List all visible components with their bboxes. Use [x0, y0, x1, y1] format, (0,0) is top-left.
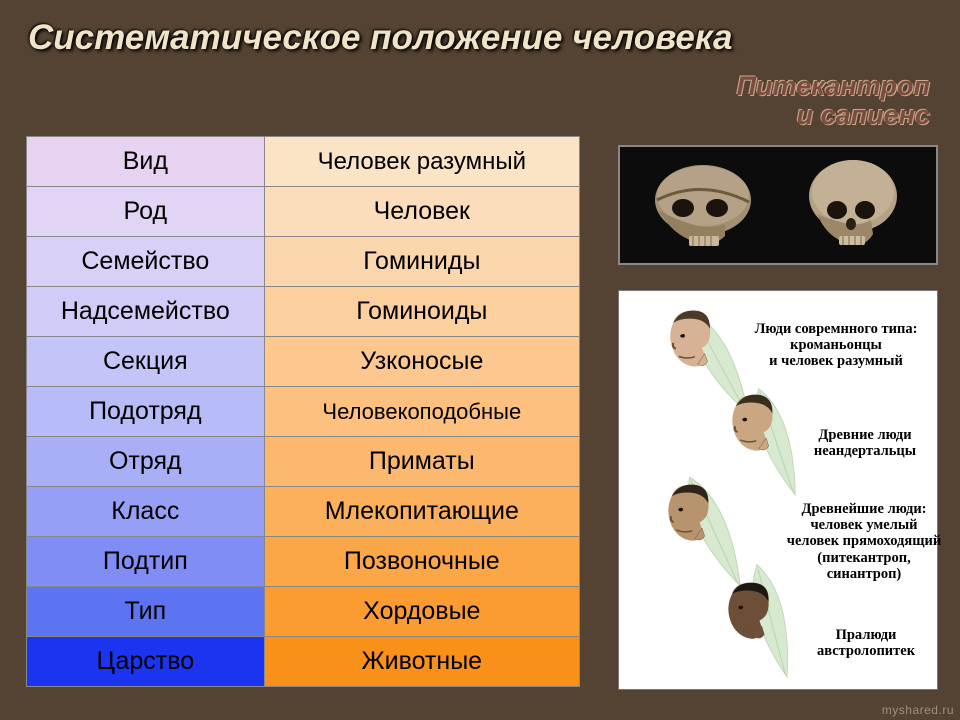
- value-cell: Гоминоиды: [264, 287, 579, 337]
- rank-cell: Отряд: [27, 437, 265, 487]
- table-row: ОтрядПриматы: [27, 437, 580, 487]
- table-row: СемействоГоминиды: [27, 237, 580, 287]
- skull-pithecanthropus: [643, 158, 763, 253]
- table-row: РодЧеловек: [27, 187, 580, 237]
- value-cell: Человек разумный: [264, 137, 579, 187]
- table-row: ВидЧеловек разумный: [27, 137, 580, 187]
- slide-title: Систематическое положение человека: [28, 18, 732, 57]
- evolution-label: Древнейшие люди:человек умелыйчеловек пр…: [785, 501, 943, 582]
- rank-cell: Класс: [27, 487, 265, 537]
- table-row: СекцияУзконосые: [27, 337, 580, 387]
- rank-cell: Подотряд: [27, 387, 265, 437]
- rank-cell: Царство: [27, 637, 265, 687]
- table-row: КлассМлекопитающие: [27, 487, 580, 537]
- value-cell: Узконосые: [264, 337, 579, 387]
- table-row: ПодтипПозвоночные: [27, 537, 580, 587]
- slide-subtitle: Питекантроп и сапиенс: [737, 72, 930, 130]
- value-cell: Гоминиды: [264, 237, 579, 287]
- taxonomy-table: ВидЧеловек разумныйРодЧеловекСемействоГо…: [26, 136, 580, 687]
- table-row: ПодотрядЧеловекоподобные: [27, 387, 580, 437]
- rank-cell: Подтип: [27, 537, 265, 587]
- rank-cell: Семейство: [27, 237, 265, 287]
- value-cell: Приматы: [264, 437, 579, 487]
- value-cell: Хордовые: [264, 587, 579, 637]
- hominid-head: [721, 389, 785, 457]
- watermark: myshared.ru: [882, 703, 954, 717]
- skull-sapiens: [793, 158, 913, 253]
- hominid-head: [717, 577, 780, 644]
- value-cell: Человекоподобные: [264, 387, 579, 437]
- evolution-label: Пралюдиавстролопитек: [803, 627, 929, 659]
- evolution-diagram: Люди совремнного типа:кроманьонцыи челов…: [618, 290, 938, 690]
- evolution-label: Древние людинеандертальцы: [797, 427, 933, 459]
- hominid-head: [658, 304, 724, 374]
- rank-cell: Вид: [27, 137, 265, 187]
- hominid-head: [657, 479, 721, 547]
- value-cell: Млекопитающие: [264, 487, 579, 537]
- table-row: НадсемействоГоминоиды: [27, 287, 580, 337]
- value-cell: Человек: [264, 187, 579, 237]
- rank-cell: Тип: [27, 587, 265, 637]
- evolution-label: Люди совремнного типа:кроманьонцыи челов…: [741, 321, 931, 370]
- rank-cell: Секция: [27, 337, 265, 387]
- skulls-image: [618, 145, 938, 265]
- value-cell: Животные: [264, 637, 579, 687]
- table-row: ТипХордовые: [27, 587, 580, 637]
- rank-cell: Надсемейство: [27, 287, 265, 337]
- rank-cell: Род: [27, 187, 265, 237]
- value-cell: Позвоночные: [264, 537, 579, 587]
- table-row: ЦарствоЖивотные: [27, 637, 580, 687]
